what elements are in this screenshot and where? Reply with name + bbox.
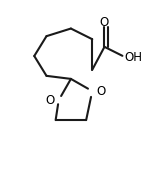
Text: OH: OH bbox=[124, 51, 142, 64]
Text: O: O bbox=[100, 16, 109, 29]
Text: O: O bbox=[96, 85, 105, 98]
Text: O: O bbox=[46, 94, 55, 107]
